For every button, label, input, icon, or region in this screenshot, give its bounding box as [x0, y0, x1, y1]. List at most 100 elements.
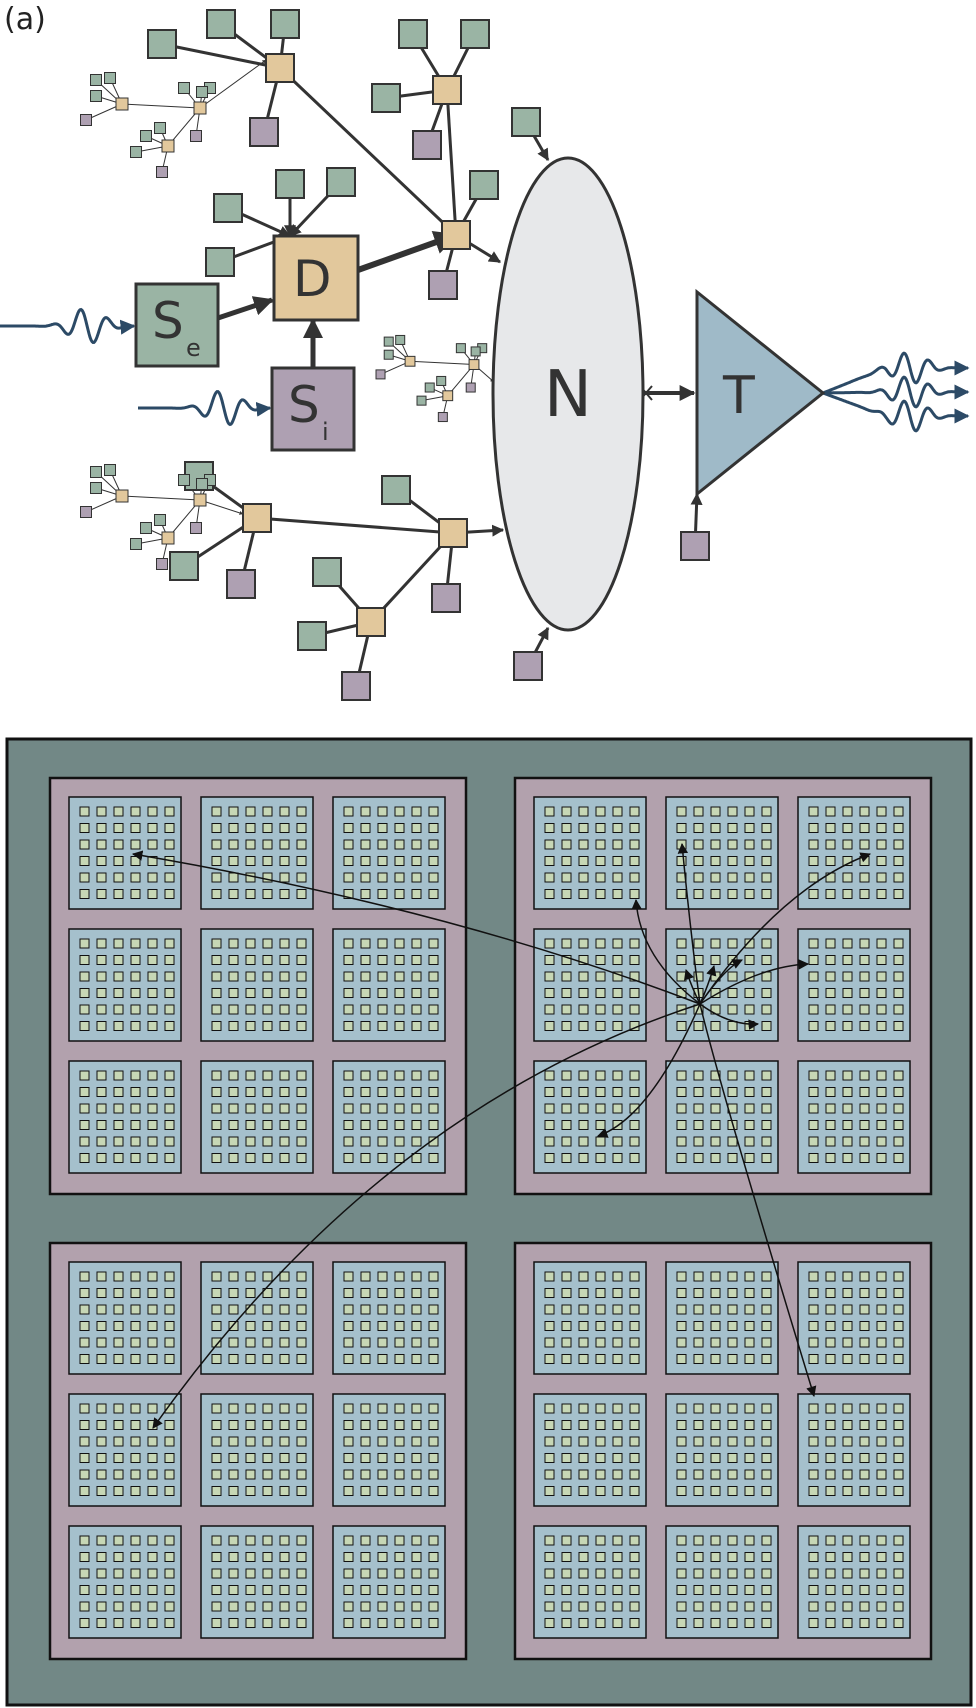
neuron-cell [113, 1304, 124, 1315]
neuron-cell [279, 1103, 290, 1114]
neuron-cell [595, 1601, 606, 1612]
neuron-cell [825, 889, 836, 899]
neuron-cell [428, 1021, 439, 1031]
neuron-cell [676, 1453, 687, 1463]
neuron-cell [377, 1087, 388, 1097]
neuron-cell [96, 1271, 107, 1282]
neuron-cell [629, 823, 640, 833]
inhibitory-source-label: S [288, 376, 320, 434]
neuron-cell [808, 1420, 819, 1430]
neuron-cell [211, 1436, 222, 1447]
neuron-cell [676, 955, 687, 965]
neuron-cell [761, 1436, 772, 1447]
neuron-cell [595, 988, 606, 998]
mini-inhibitory-input [190, 130, 202, 142]
neuron-cell [842, 1420, 853, 1430]
neuron-cell [411, 872, 422, 883]
neuron-cell [360, 988, 371, 998]
neuron-cell [428, 1354, 439, 1364]
neuron-cell [808, 938, 819, 949]
neuron-cell [595, 1288, 606, 1298]
neuron-cell [113, 1585, 124, 1595]
neuron-cell [130, 1568, 141, 1579]
neuron-cell [578, 1337, 589, 1348]
neuron-cell [676, 1103, 687, 1114]
neuron-cell [744, 1585, 755, 1595]
neuron-cell [561, 1568, 572, 1579]
neuron-cell [761, 1420, 772, 1430]
neuron-cell [727, 1601, 738, 1612]
neuron-cell [710, 823, 721, 833]
neuron-cell [744, 839, 755, 850]
neuron-cell [360, 1469, 371, 1480]
neuron-cell [595, 1469, 606, 1480]
neuron-cell [561, 1120, 572, 1130]
mini-connection [410, 360, 475, 367]
neuron-cell [360, 1070, 371, 1081]
neuron-cell [595, 1420, 606, 1430]
neuron-cell [296, 1453, 307, 1463]
neuron-cell [612, 1552, 623, 1562]
neuron-cell [394, 938, 405, 949]
neuron-cell [394, 856, 405, 866]
neuron-cell [808, 1403, 819, 1414]
neuron-cell [578, 1568, 589, 1579]
neuron-cell [544, 1486, 555, 1496]
neuron-cell [859, 1354, 870, 1364]
neuron-cell [676, 1601, 687, 1612]
neuron-cell [825, 1288, 836, 1298]
neuron-cell [842, 1601, 853, 1612]
neuron-cell [147, 1321, 158, 1331]
neuron-cell [79, 1585, 90, 1595]
neuron-cell [245, 1420, 256, 1430]
mini-excitatory-input [178, 474, 190, 486]
neuron-cell [761, 1337, 772, 1348]
neuron-cell [808, 872, 819, 883]
neuron-cell [744, 938, 755, 949]
neuron-cell [859, 971, 870, 982]
neuron-cell [825, 806, 836, 817]
neuron-cell [676, 1120, 687, 1130]
synapse-arrow [597, 1003, 701, 1138]
neuron-cell [561, 1021, 572, 1031]
neuron-cell [808, 1120, 819, 1130]
neuron-cell [710, 1070, 721, 1081]
neuron-cell [595, 856, 606, 866]
neuron-cell [727, 872, 738, 883]
neuron-cell [113, 872, 124, 883]
neuron-cell [561, 872, 572, 883]
neuron-cell [279, 938, 290, 949]
neuron-cell [825, 1021, 836, 1031]
mini-excitatory-input [104, 72, 116, 84]
neuron-cell [113, 856, 124, 866]
neuron-cell [96, 971, 107, 982]
neuron-cell [262, 1337, 273, 1348]
neuron-cell [744, 1469, 755, 1480]
neuron-cell [360, 1004, 371, 1015]
neuron-cell [394, 1120, 405, 1130]
neuron-cell [595, 1087, 606, 1097]
neuron-cell [744, 1271, 755, 1282]
neuron-cell [296, 1601, 307, 1612]
neuron-cell [859, 1601, 870, 1612]
neuron-cell [561, 955, 572, 965]
inhibitory-source-subscript: i [322, 418, 329, 446]
mini-excitatory-input [130, 146, 142, 158]
neuron-cell [262, 1120, 273, 1130]
neuron-cell [876, 938, 887, 949]
neuron-cell [595, 1271, 606, 1282]
neuron-cell [79, 806, 90, 817]
neuron-cell [893, 872, 904, 883]
neuron-cell [296, 1469, 307, 1480]
neuron-cell [629, 1153, 640, 1163]
neuron-cell [842, 1618, 853, 1628]
neuron-cell [360, 1136, 371, 1147]
neuron-cell [727, 1585, 738, 1595]
neuron-cell [360, 1120, 371, 1130]
neuron-cell [130, 1304, 141, 1315]
neuron-cell [612, 1535, 623, 1546]
neuron-cell [360, 938, 371, 949]
neuron-cell [676, 1153, 687, 1163]
neuron-cell [228, 1087, 239, 1097]
neuron-cell [727, 1321, 738, 1331]
